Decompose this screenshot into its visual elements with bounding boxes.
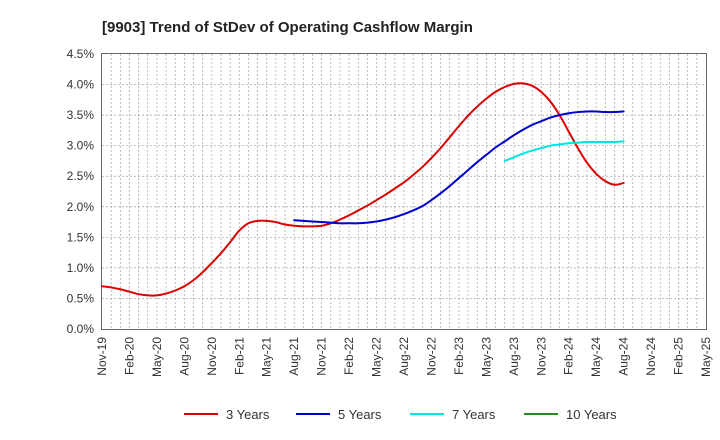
legend: 3 Years 5 Years 7 Years 10 Years: [184, 407, 617, 422]
chart-title: [9903] Trend of StDev of Operating Cashf…: [102, 19, 473, 36]
x-tick-label: Feb-25: [672, 337, 686, 375]
legend-label-3-years: 3 Years: [226, 407, 270, 422]
grid: [102, 54, 706, 329]
y-tick-label: 3.5%: [67, 108, 95, 122]
x-tick-label: May-23: [479, 337, 493, 377]
x-tick-label: May-21: [260, 337, 274, 377]
x-tick-label: Feb-21: [232, 337, 246, 375]
legend-label-10-years: 10 Years: [566, 407, 617, 422]
y-tick-label: 4.5%: [67, 47, 95, 61]
x-tick-label: Nov-21: [315, 337, 329, 376]
y-tick-label: 1.0%: [67, 261, 95, 275]
x-tick-label: Nov-22: [424, 337, 438, 376]
x-tick-label: May-22: [370, 337, 384, 377]
y-tick-label: 0.0%: [67, 322, 95, 336]
y-tick-label: 0.5%: [67, 291, 95, 305]
x-tick-label: Aug-23: [507, 337, 521, 376]
x-tick-label: May-24: [589, 337, 603, 377]
y-tick-label: 3.0%: [67, 139, 95, 153]
series-line-5-years: [293, 110, 625, 225]
x-tick-label: Nov-24: [644, 337, 658, 376]
legend-label-7-years: 7 Years: [452, 407, 496, 422]
x-tick-label: Aug-24: [617, 337, 631, 376]
x-tick-label: Aug-21: [287, 337, 301, 376]
x-tick-label: Aug-22: [397, 337, 411, 376]
series-lines: [101, 82, 625, 297]
plot-frame: [101, 53, 707, 330]
y-tick-label: 2.0%: [67, 200, 95, 214]
x-tick-label: Feb-23: [452, 337, 466, 375]
series-line-7-years: [503, 140, 625, 162]
y-tick-label: 4.0%: [67, 78, 95, 92]
x-tick-label: Feb-22: [342, 337, 356, 375]
y-tick-label: 1.5%: [67, 230, 95, 244]
x-tick-label: Nov-20: [205, 337, 219, 376]
x-tick-label: May-20: [150, 337, 164, 377]
x-tick-label: Feb-24: [562, 337, 576, 375]
x-tick-label: Nov-19: [95, 337, 109, 376]
y-axis: 0.0% 0.5% 1.0% 1.5% 2.0% 2.5% 3.0% 3.5% 4.0% 4.5%: [67, 47, 95, 336]
x-tick-label: Aug-20: [177, 337, 191, 376]
x-tick-label: Feb-20: [122, 337, 136, 375]
legend-label-5-years: 5 Years: [338, 407, 382, 422]
x-axis: Nov-19 Feb-20 May-20 Aug-20 Nov-20 Feb-21 May-…: [95, 337, 713, 377]
y-tick-label: 2.5%: [67, 169, 95, 183]
x-tick-label: Nov-23: [534, 337, 548, 376]
x-tick-label: May-25: [699, 337, 713, 377]
series-line-3-years: [101, 82, 625, 297]
